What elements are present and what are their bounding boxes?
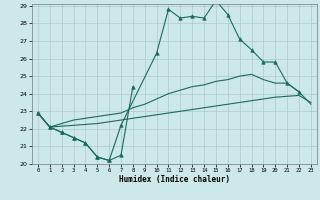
X-axis label: Humidex (Indice chaleur): Humidex (Indice chaleur): [119, 175, 230, 184]
